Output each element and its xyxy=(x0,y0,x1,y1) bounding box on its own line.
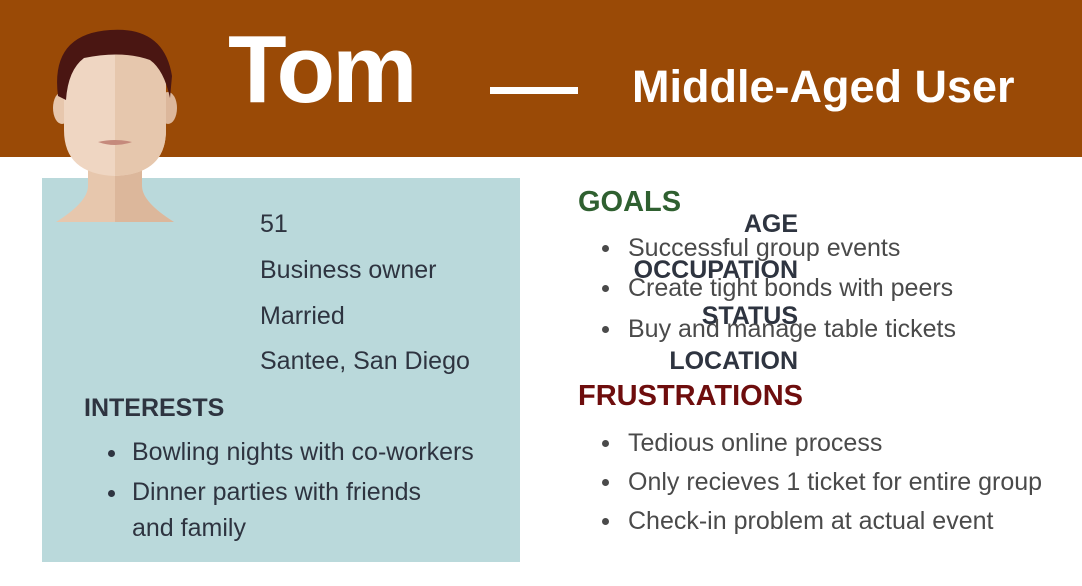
location-label: LOCATION xyxy=(669,347,798,375)
occupation-value: Business owner xyxy=(260,256,437,284)
frustration-item: Tedious online process xyxy=(602,429,883,457)
profile-card xyxy=(42,178,520,562)
frustration-item: Only recieves 1 ticket for entire group xyxy=(602,468,1043,496)
bullet-icon xyxy=(108,450,115,457)
goal-text: Buy and manage table tickets xyxy=(628,315,956,343)
frustration-item: Check-in problem at actual event xyxy=(602,507,994,535)
occupation-label: OCCUPATION xyxy=(633,256,798,284)
status-value: Married xyxy=(260,302,345,330)
status-label: STATUS xyxy=(701,302,798,330)
bullet-icon xyxy=(602,440,609,447)
age-label: AGE xyxy=(743,210,798,238)
frustrations-heading: FRUSTRATIONS xyxy=(578,380,804,412)
goal-text: Create tight bonds with peers xyxy=(628,274,954,302)
goal-text: Successful group events xyxy=(628,234,901,262)
bullet-icon xyxy=(108,490,115,497)
title-divider xyxy=(490,87,578,94)
bullet-icon xyxy=(602,326,609,333)
bullet-icon xyxy=(602,285,609,292)
bullet-icon xyxy=(602,245,609,252)
location-value: Santee, San Diego xyxy=(260,347,470,375)
age-value: 51 xyxy=(260,210,288,238)
interest-item: Bowling nights with co-workers xyxy=(108,434,512,470)
goal-item: Successful group events xyxy=(602,234,901,262)
bullet-icon xyxy=(602,479,609,486)
frustration-text: Check-in problem at actual event xyxy=(628,507,994,535)
goals-heading: GOALS xyxy=(578,186,682,218)
frustration-text: Tedious online process xyxy=(628,429,883,457)
frustration-text: Only recieves 1 ticket for entire group xyxy=(628,468,1043,496)
bullet-icon xyxy=(602,518,609,525)
goal-item: Create tight bonds with peers xyxy=(602,274,954,302)
persona-name: Tom xyxy=(228,16,418,123)
persona-role: Middle-Aged User xyxy=(632,61,1015,112)
interest-text: Dinner parties with friends and family xyxy=(132,478,422,542)
interest-item: Dinner parties with friends and family xyxy=(108,474,452,546)
interests-label: INTERESTS xyxy=(84,394,225,422)
goal-item: Buy and manage table tickets xyxy=(602,315,956,343)
header-banner: Tom Middle-Aged User xyxy=(0,0,1082,157)
interest-text: Bowling nights with co-workers xyxy=(132,438,474,466)
person-avatar-icon xyxy=(53,29,177,222)
